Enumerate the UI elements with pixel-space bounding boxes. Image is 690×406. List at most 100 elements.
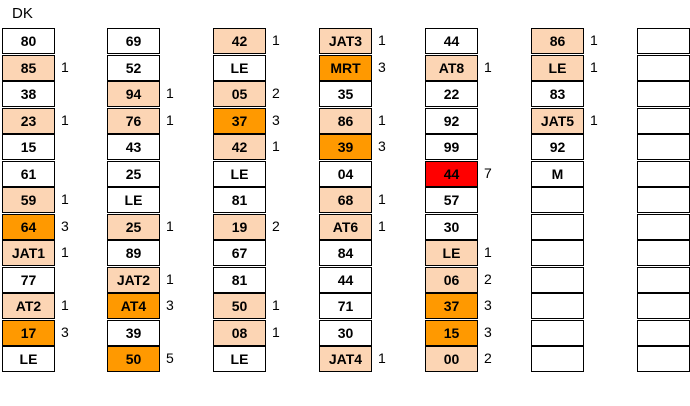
cell-count: 1 xyxy=(166,271,174,287)
grid-cell: 44 xyxy=(425,28,478,54)
grid-cell: 39 xyxy=(107,320,160,346)
grid-cell: AT6 xyxy=(319,214,372,240)
grid-cell: 77 xyxy=(2,267,55,293)
grid-cell: JAT1 xyxy=(2,240,55,266)
grid-cell: 85 xyxy=(2,55,55,81)
grid-cell: LE xyxy=(213,161,266,187)
grid-cell: LE xyxy=(213,346,266,372)
cell-count: 1 xyxy=(590,32,598,48)
cell-count: 2 xyxy=(272,218,280,234)
grid-cell xyxy=(637,214,690,240)
grid-cell: 15 xyxy=(425,320,478,346)
grid-cell xyxy=(531,240,584,266)
cell-count: 3 xyxy=(61,324,69,340)
grid-cell xyxy=(531,214,584,240)
grid-cell: 69 xyxy=(107,28,160,54)
cell-count: 2 xyxy=(272,85,280,101)
grid-cell: 25 xyxy=(107,214,160,240)
cell-count: 1 xyxy=(272,138,280,154)
grid-cell: LE xyxy=(531,55,584,81)
grid-cell xyxy=(637,267,690,293)
grid-cell: AT2 xyxy=(2,293,55,319)
grid-cell: 50 xyxy=(107,346,160,372)
grid-cell xyxy=(531,267,584,293)
grid-cell: JAT5 xyxy=(531,108,584,134)
cell-count: 1 xyxy=(590,59,598,75)
grid-cell: 92 xyxy=(531,134,584,160)
grid-cell: 17 xyxy=(2,320,55,346)
grid-cell xyxy=(637,55,690,81)
cell-count: 1 xyxy=(378,350,386,366)
grid-cell: 37 xyxy=(425,293,478,319)
grid-cell: JAT3 xyxy=(319,28,372,54)
cell-count: 1 xyxy=(378,112,386,128)
cell-count: 1 xyxy=(378,218,386,234)
grid-cell: M xyxy=(531,161,584,187)
grid-cell: 38 xyxy=(2,81,55,107)
cell-count: 2 xyxy=(484,271,492,287)
grid-cell: 99 xyxy=(425,134,478,160)
cell-count: 3 xyxy=(484,297,492,313)
grid-cell: 80 xyxy=(2,28,55,54)
grid-cell: 64 xyxy=(2,214,55,240)
grid-cell: 08 xyxy=(213,320,266,346)
grid-cell: 67 xyxy=(213,240,266,266)
cell-count: 1 xyxy=(590,112,598,128)
cell-count: 7 xyxy=(484,165,492,181)
grid-cell xyxy=(637,28,690,54)
grid-cell: 68 xyxy=(319,187,372,213)
grid-cell xyxy=(637,293,690,319)
grid-cell xyxy=(531,293,584,319)
grid-cell: 25 xyxy=(107,161,160,187)
grid-cell: 42 xyxy=(213,28,266,54)
cell-count: 1 xyxy=(61,244,69,260)
grid-cell: 35 xyxy=(319,81,372,107)
cell-count: 3 xyxy=(272,112,280,128)
grid-cell: 61 xyxy=(2,161,55,187)
cell-count: 3 xyxy=(378,138,386,154)
grid-cell: 71 xyxy=(319,293,372,319)
grid-cell: 86 xyxy=(319,108,372,134)
grid-cell: 94 xyxy=(107,81,160,107)
cell-count: 1 xyxy=(272,32,280,48)
cell-count: 1 xyxy=(61,112,69,128)
grid-cell: 89 xyxy=(107,240,160,266)
cell-count: 1 xyxy=(484,244,492,260)
grid-cell: 30 xyxy=(319,320,372,346)
grid-cell: JAT2 xyxy=(107,267,160,293)
grid-cell: 37 xyxy=(213,108,266,134)
cell-count: 2 xyxy=(484,350,492,366)
page-title: DK xyxy=(12,5,33,22)
grid-cell: MRT xyxy=(319,55,372,81)
grid-cell: 19 xyxy=(213,214,266,240)
grid-cell xyxy=(637,346,690,372)
grid-cell: 86 xyxy=(531,28,584,54)
grid-cell: 44 xyxy=(425,161,478,187)
cell-count: 1 xyxy=(378,191,386,207)
cell-count: 1 xyxy=(484,59,492,75)
grid-cell: LE xyxy=(107,187,160,213)
cell-count: 1 xyxy=(166,218,174,234)
grid-cell: 81 xyxy=(213,187,266,213)
grid-cell xyxy=(531,187,584,213)
grid-cell: JAT4 xyxy=(319,346,372,372)
grid-cell: 81 xyxy=(213,267,266,293)
cell-count: 1 xyxy=(61,59,69,75)
grid-cell: 06 xyxy=(425,267,478,293)
grid-cell: 22 xyxy=(425,81,478,107)
grid-cell xyxy=(637,240,690,266)
grid-cell: 84 xyxy=(319,240,372,266)
grid-cell: 52 xyxy=(107,55,160,81)
grid-cell xyxy=(637,187,690,213)
grid-cell: AT4 xyxy=(107,293,160,319)
grid-cell xyxy=(531,346,584,372)
grid-cell: AT8 xyxy=(425,55,478,81)
cell-count: 1 xyxy=(272,324,280,340)
grid-cell: 39 xyxy=(319,134,372,160)
grid-cell: 92 xyxy=(425,108,478,134)
cell-count: 1 xyxy=(61,297,69,313)
grid-cell xyxy=(637,81,690,107)
grid-cell: 15 xyxy=(2,134,55,160)
cell-count: 1 xyxy=(272,297,280,313)
cell-count: 1 xyxy=(378,32,386,48)
